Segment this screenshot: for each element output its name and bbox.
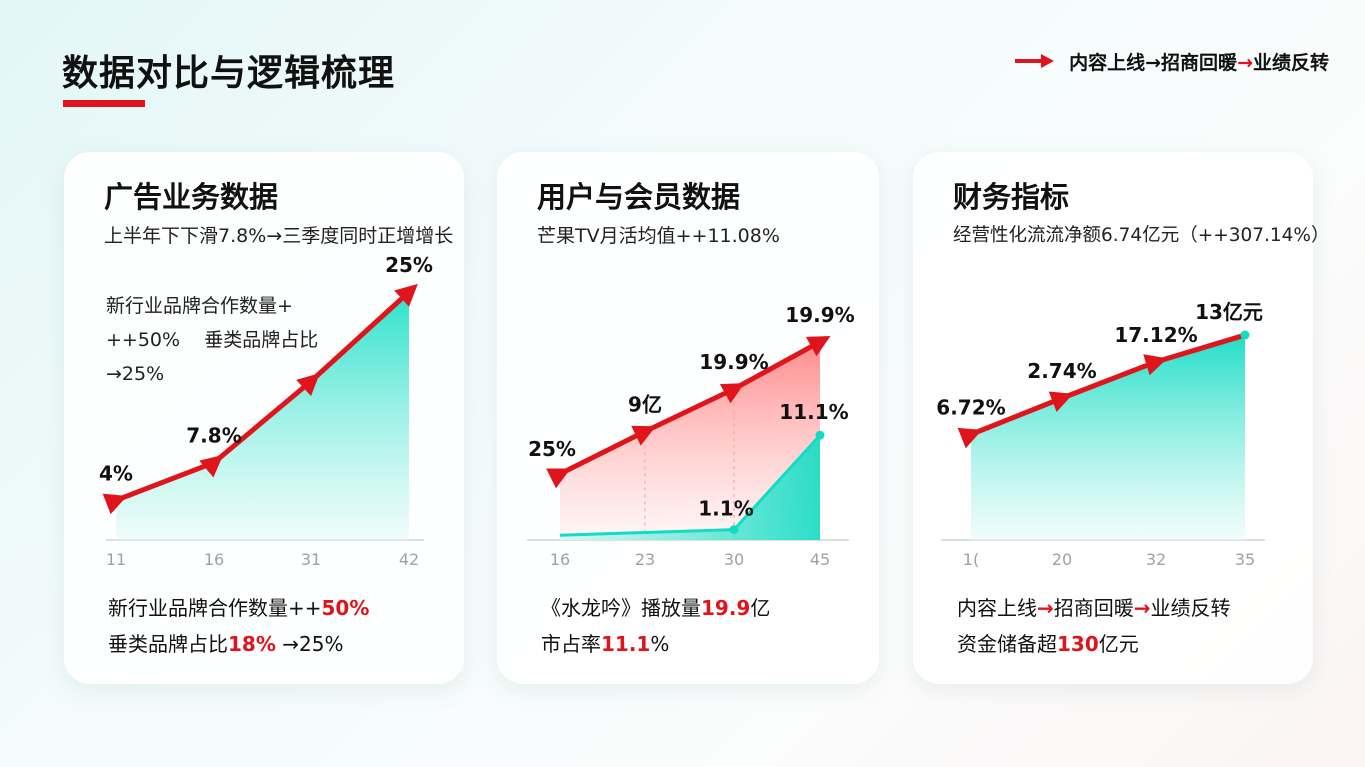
page-title: 数据对比与逻辑梳理	[62, 53, 396, 94]
x-tick-label: 35	[1235, 550, 1255, 569]
chart-users: 16 23 30 45 25% 9亿 19.9% 19.9% 1.1% 11.1%	[527, 303, 855, 569]
card-advertising: 广告业务数据 上半年下下滑7.8%→三季度同时正增增长 新行业品牌合作数量+ +…	[64, 152, 464, 684]
chart-finance: 1( 20 32 35 6.72% 2.74% 17.12%13亿元	[936, 300, 1265, 569]
card-finance: 财务指标 经营性化流流净额6.74亿元（++307.14%） 1( 20 32 35 6…	[913, 152, 1330, 684]
x-tick-label: 30	[724, 550, 744, 569]
card-title: 广告业务数据	[104, 180, 279, 214]
data-point-arrow	[546, 468, 571, 489]
data-point-arrow	[957, 427, 983, 449]
data-point-arrow	[719, 383, 745, 404]
data-label: 11.1%	[779, 400, 848, 424]
series-area	[560, 341, 820, 540]
series-line	[113, 289, 412, 503]
title-underline	[63, 100, 145, 107]
data-label: 19.9%	[785, 303, 854, 327]
data-label: 1.1%	[698, 497, 753, 521]
series-line	[557, 339, 823, 477]
data-point	[815, 430, 825, 440]
card-footer: 新行业品牌合作数量++50% 垂类品牌占比18% →25%	[108, 590, 369, 662]
card-note: 新行业品牌合作数量+ ++50% 垂类品牌占比 →25%	[106, 295, 319, 385]
footer-line: 市占率11.1%	[541, 632, 670, 656]
series-area	[560, 435, 820, 540]
x-tick-label: 16	[550, 550, 570, 569]
data-point-arrow	[805, 335, 831, 357]
data-point-arrow	[631, 425, 656, 446]
data-point-arrow	[394, 283, 418, 307]
card-subtitle: 经营性化流流净额6.74亿元（++307.14%）	[953, 225, 1330, 246]
x-tick-label: 31	[301, 550, 321, 569]
chart-advertising: 11 16 31 42 4% 7.8% 25%	[99, 253, 433, 569]
card-subtitle: 芒果TV月活均值++11.08%	[537, 225, 780, 247]
data-point-arrow	[199, 454, 224, 478]
footer-line: 垂类品牌占比18% →25%	[108, 632, 344, 656]
footer-line: 资金储备超130亿元	[957, 632, 1139, 656]
data-label: 19.9%	[699, 350, 768, 374]
x-tick-label: 1(	[963, 550, 979, 569]
x-tick-label: 11	[106, 550, 126, 569]
footer-line: 新行业品牌合作数量++50%	[108, 596, 370, 620]
series-area	[116, 291, 409, 540]
data-label: 2.74%	[1027, 359, 1096, 383]
data-label: 25%	[528, 437, 576, 461]
x-tick-label: 42	[399, 550, 419, 569]
data-point-arrow	[1048, 391, 1074, 412]
data-label: 7.8%	[186, 424, 241, 448]
red-arrow-icon	[1015, 54, 1055, 68]
card-subtitle: 上半年下下滑7.8%→三季度同时正增增长	[104, 225, 454, 247]
series-line	[559, 434, 822, 537]
x-tick-label: 23	[635, 550, 655, 569]
footer-line: 《水龙吟》播放量19.9亿	[541, 596, 771, 620]
data-point	[729, 525, 739, 535]
data-label: 13亿元	[1195, 300, 1263, 324]
data-point-arrow	[102, 493, 128, 515]
series-line	[968, 332, 1248, 437]
top-legend: 内容上线→招商回暖→业绩反转	[1013, 48, 1329, 74]
card-footer: 内容上线→招商回暖→业绩反转 资金储备超130亿元	[957, 590, 1231, 662]
card-title: 用户与会员数据	[537, 180, 741, 214]
data-label: 4%	[99, 461, 133, 485]
data-label: 17.12%	[1114, 323, 1197, 347]
data-label: 9亿	[628, 392, 662, 416]
x-tick-label: 32	[1146, 550, 1166, 569]
series-area	[971, 335, 1245, 540]
data-point-arrow	[296, 373, 320, 397]
legend-text: 内容上线→招商回暖→业绩反转	[1069, 51, 1329, 74]
data-point-arrow	[1143, 354, 1168, 376]
x-tick-label: 16	[204, 550, 224, 569]
data-label: 25%	[385, 253, 433, 277]
footer-line: 内容上线→招商回暖→业绩反转	[957, 596, 1231, 620]
data-point	[1240, 330, 1250, 340]
x-tick-label: 20	[1052, 550, 1072, 569]
card-title: 财务指标	[953, 180, 1070, 214]
x-tick-label: 45	[810, 550, 830, 569]
card-users: 用户与会员数据 芒果TV月活均值++11.08% 16 23 30 45 25% 9亿 19…	[497, 152, 879, 684]
card-footer: 《水龙吟》播放量19.9亿 市占率11.1%	[541, 590, 770, 662]
data-label: 6.72%	[936, 395, 1005, 419]
